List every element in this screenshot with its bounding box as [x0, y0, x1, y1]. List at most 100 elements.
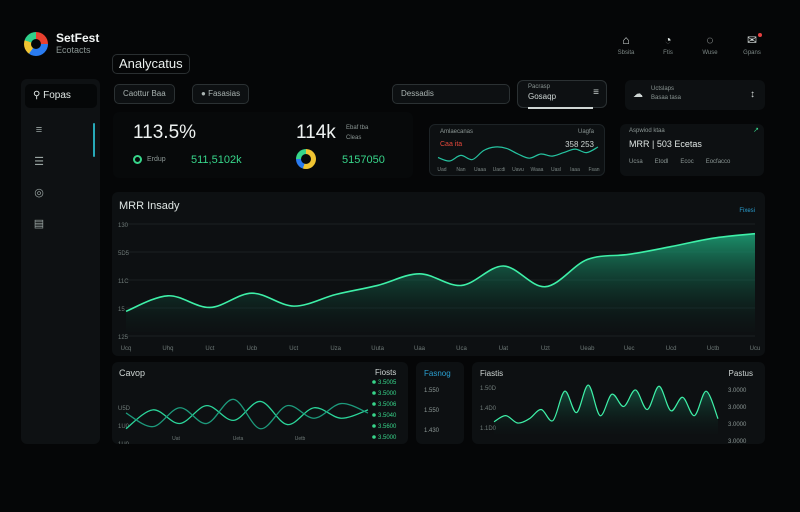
mini-axis-label: Fsan: [588, 167, 599, 173]
cloud-icon: ☁: [633, 89, 643, 100]
x-tick-label: Ucq: [121, 346, 132, 352]
legend-dot: [372, 402, 376, 406]
x-tick-label: Uuta: [371, 346, 384, 352]
mini-table-value: MRR | 503 Ecetas: [629, 139, 702, 149]
top-toolbar: ⌂ Sbsita ◔ Ftis ◌ Wuse ✉ Gpans: [612, 33, 766, 56]
sidebar-search-label: Fopas: [43, 90, 71, 101]
mini-axis-label: Uad: [437, 167, 446, 173]
mini-axis-label: Uaaa: [474, 167, 486, 173]
kpi-panel: 113.5% Erdup 511,5102k 114k Ebaf tba Cle…: [113, 112, 413, 178]
y-tick-label: 1U0: [118, 442, 130, 444]
mini-axis-label: Waaa: [531, 167, 544, 173]
bottom-right-area: [494, 385, 718, 434]
x-tick-label: Uaa: [414, 346, 426, 352]
main-chart-plot: 130 5D5 11C 15 125 Ucq Uhq Uct Ucb Uct Uza Uuta Uaa U…: [118, 223, 760, 352]
tag-icon: ●: [201, 89, 206, 98]
bottom-mid-value: 1.550: [424, 388, 440, 394]
filter-button-2-label: Fasasias: [208, 89, 241, 98]
kpi-1-label: Erdup: [147, 156, 166, 163]
top-icon-label: Wuse: [702, 50, 718, 56]
main-chart-card: MRR Insady Fixesi 130 5D5 11C 15 125 Ucq Uhq Uc…: [112, 192, 765, 356]
mini-chart-line: [437, 146, 599, 162]
x-tick-label: Uec: [624, 346, 635, 352]
legend-dot: [372, 435, 376, 439]
bottom-left-card: Cavop Fiosts U5D 1U0 1U0 Uat Ueta Uetb 3.5005 3…: [112, 362, 408, 444]
bottom-mid-value: 1.550: [424, 408, 440, 414]
mini-axis-label: Nan: [456, 167, 465, 173]
y-tick-label: 125: [118, 335, 129, 341]
mini-chart-title: Amlaecanas: [440, 129, 474, 135]
bottom-left-legend: Fiosts: [375, 368, 397, 377]
list-icon[interactable]: ☰: [34, 156, 44, 168]
status-dot-icon: [133, 155, 142, 164]
date-picker[interactable]: ☁ Uctslaps Basaa tasa ↕: [625, 80, 765, 110]
x-tick-label: Uca: [456, 346, 467, 352]
select-label: Pacrasp: [528, 84, 551, 90]
mini-chart-series-label: Caa ita: [440, 141, 463, 148]
kpi-2-small-1: Ebaf tba: [346, 125, 369, 131]
bell-icon[interactable]: ◌ Wuse: [696, 33, 724, 56]
bottom-left-line: [125, 398, 369, 430]
notification-dot: [758, 33, 762, 37]
y-tick-label: U5D: [118, 406, 131, 412]
bottom-right-legend: Pastus: [728, 369, 753, 378]
x-tick-label: Ucb: [246, 346, 257, 352]
select-underline: [528, 107, 593, 109]
bottom-right-value: 3.0000: [728, 388, 747, 394]
y-tick-label: 1.1D0: [480, 426, 497, 432]
mini-axis-label: Uacdi: [493, 167, 506, 173]
lock-icon[interactable]: ⌂ Sbsita: [612, 33, 640, 56]
folder-icon[interactable]: ▤: [33, 218, 45, 230]
filter-dropdown[interactable]: Dessadis: [392, 84, 510, 104]
mini-table-title: Aspwiod ktaa: [629, 128, 665, 134]
kpi-1-value: 113.5%: [133, 122, 197, 143]
top-icon-label: Gpans: [743, 50, 761, 56]
x-tick-label: Ucd: [666, 346, 677, 352]
bottom-left-value: 3.5600: [378, 424, 397, 430]
app-logo[interactable]: SetFest Ecotacts: [24, 32, 99, 56]
bottom-mid-card: Fasnog 1.550 1.550 1.430: [416, 362, 464, 444]
x-tick-label: Ueab: [580, 346, 595, 352]
y-tick-label: 130: [118, 223, 129, 229]
main-chart-legend[interactable]: Fixesi: [739, 208, 755, 214]
kpi-2-small-2: Cleas: [346, 135, 362, 141]
mini-chart-plot: Uad Nan Uaaa Uacdi Uavu Waaa Uasl Iaaa Fsan: [437, 146, 600, 173]
x-tick-label: Uzt: [541, 346, 550, 352]
search-icon: ⚲: [33, 90, 41, 101]
menu-icon: ≡: [593, 87, 599, 98]
expand-icon[interactable]: ↗: [753, 127, 759, 134]
bottom-right-card: Fiastis Pastus 1.50D 1.4D0 1.1D0 3.0000 3.00…: [472, 362, 765, 444]
x-tick-label: Uetb: [295, 436, 306, 442]
chart-icon[interactable]: ◔ Ftis: [654, 33, 682, 56]
x-tick-label: Uza: [330, 346, 341, 352]
legend-dot: [372, 413, 376, 417]
mini-axis-label: Uasl: [551, 167, 561, 173]
sidebar-search[interactable]: ⚲ Fopas: [25, 84, 97, 108]
filter-button-2[interactable]: ● Fasasias: [192, 84, 250, 104]
app-subtitle: Ecotacts: [56, 45, 91, 55]
mini-axis-label: Iaaa: [570, 167, 580, 173]
mini-table-col: Eocfacco: [705, 159, 731, 165]
main-area-fill: [126, 233, 755, 332]
mail-icon[interactable]: ✉ Gpans: [738, 33, 766, 56]
building-icon[interactable]: ≡: [35, 124, 43, 136]
bottom-left-value: 3.5006: [378, 402, 397, 408]
y-tick-label: 1U0: [118, 424, 130, 430]
sidebar: ⚲ Fopas ≡ ☰ ◎ ▤: [21, 79, 100, 444]
legend-dot: [372, 424, 376, 428]
x-tick-label: Ueta: [233, 436, 244, 442]
filter-button-1[interactable]: Caottur Baa: [114, 84, 175, 104]
y-tick-label: 15: [118, 307, 125, 313]
select-box[interactable]: Pacrasp Gosaqp ≡: [517, 80, 607, 109]
mini-chart-top-right: Uagfa: [577, 129, 594, 135]
x-tick-label: Uctb: [707, 346, 720, 352]
mini-table-col: Ecoc: [680, 159, 694, 165]
bottom-right-value: 3.0000: [728, 422, 747, 428]
kpi-2-sub: 5157050: [342, 154, 385, 166]
kpi-2-value: 114k: [296, 122, 336, 143]
bottom-mid-value: 1.430: [424, 428, 440, 434]
sidebar-active-indicator: [93, 123, 95, 157]
bottom-left-value: 3.5000: [378, 435, 397, 441]
bottom-left-plot: U5D 1U0 1U0 Uat Ueta Uetb 3.5005 3.5000 3.5006 3.…: [118, 380, 397, 444]
settings-icon[interactable]: ◎: [34, 187, 44, 199]
